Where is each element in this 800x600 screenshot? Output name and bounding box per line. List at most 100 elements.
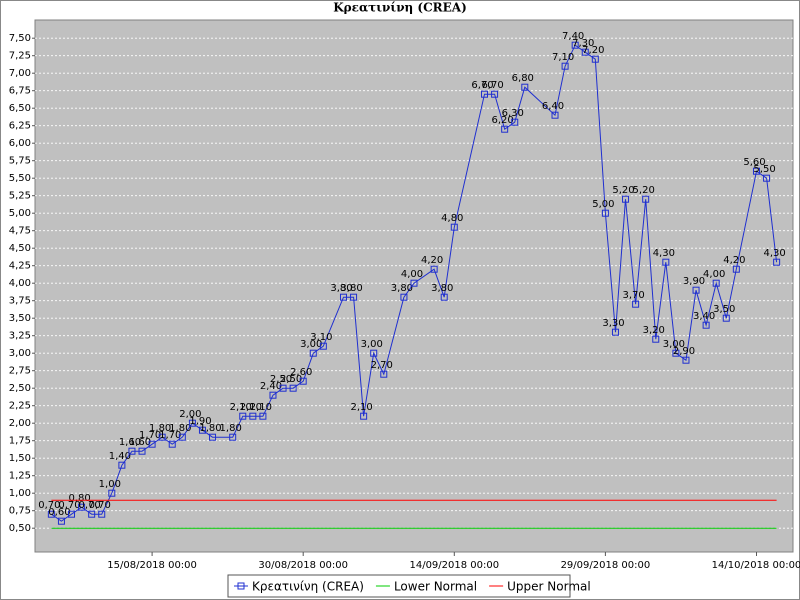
value-label: 1,60: [129, 437, 151, 448]
data-point: [450, 223, 458, 231]
value-label: 0,70: [79, 500, 101, 511]
value-label: 6,30: [502, 108, 524, 119]
y-tick-label: 4,25: [9, 261, 31, 272]
data-point: [128, 447, 136, 455]
value-label: 3,10: [310, 332, 332, 343]
data-point: [632, 300, 640, 308]
y-tick-label: 4,00: [9, 278, 31, 289]
data-point: [521, 83, 529, 91]
data-point: [491, 90, 499, 98]
data-point: [380, 370, 388, 378]
data-point: [732, 265, 740, 273]
value-label: 1,80: [169, 423, 191, 434]
y-tick-label: 1,00: [9, 488, 31, 499]
data-point: [309, 349, 317, 357]
data-point: [692, 286, 700, 294]
data-point: [78, 503, 86, 511]
value-label: 3,30: [602, 318, 624, 329]
value-label: 0,70: [89, 500, 111, 511]
y-tick-label: 1,75: [9, 436, 31, 447]
data-point: [158, 433, 166, 441]
value-label: 1,80: [199, 423, 221, 434]
value-label: 2,00: [179, 409, 201, 420]
y-tick-label: 6,25: [9, 121, 31, 132]
data-point: [440, 293, 448, 301]
value-label: 4,30: [653, 248, 675, 259]
value-label: 6,70: [471, 80, 493, 91]
value-label: 6,70: [481, 80, 503, 91]
value-label: 4,20: [723, 255, 745, 266]
value-label: 6,20: [492, 115, 514, 126]
value-label: 1,90: [189, 416, 211, 427]
data-point: [591, 55, 599, 63]
value-label: 5,20: [633, 185, 655, 196]
data-point: [702, 321, 710, 329]
value-label: 1,00: [99, 479, 121, 490]
value-label: 4,30: [763, 248, 785, 259]
value-label: 4,20: [421, 255, 443, 266]
x-tick-label: 29/09/2018 00:00: [561, 560, 651, 571]
data-point: [198, 426, 206, 434]
value-label: 1,70: [159, 430, 181, 441]
data-point: [279, 384, 287, 392]
data-point: [289, 384, 297, 392]
data-point: [611, 328, 619, 336]
y-tick-label: 0,50: [9, 523, 31, 534]
y-tick-label: 1,50: [9, 453, 31, 464]
value-label: 2,10: [351, 402, 373, 413]
value-label: 1,80: [149, 423, 171, 434]
data-point: [178, 433, 186, 441]
data-point: [511, 118, 519, 126]
data-point: [551, 111, 559, 119]
value-label: 2,90: [673, 346, 695, 357]
data-point: [501, 125, 509, 133]
data-point: [339, 293, 347, 301]
value-label: 2,50: [270, 374, 292, 385]
data-point: [88, 510, 96, 518]
x-tick-label: 15/08/2018 00:00: [107, 560, 197, 571]
value-label: 7,30: [572, 38, 594, 49]
data-point: [370, 349, 378, 357]
y-tick-label: 3,25: [9, 331, 31, 342]
data-point: [642, 195, 650, 203]
value-label: 0,60: [48, 507, 70, 518]
data-point: [571, 41, 579, 49]
y-tick-label: 7,00: [9, 68, 31, 79]
value-label: 3,80: [340, 283, 362, 294]
y-tick-label: 2,25: [9, 401, 31, 412]
value-label: 5,20: [612, 185, 634, 196]
value-label: 1,40: [109, 451, 131, 462]
value-label: 2,40: [260, 381, 282, 392]
data-point: [148, 440, 156, 448]
y-tick-label: 3,50: [9, 313, 31, 324]
value-label: 4,80: [441, 213, 463, 224]
y-tick-label: 2,50: [9, 383, 31, 394]
data-point: [47, 510, 55, 518]
value-label: 4,00: [401, 269, 423, 280]
data-point: [682, 356, 690, 364]
legend-label: Lower Normal: [394, 580, 477, 594]
data-point: [622, 195, 630, 203]
value-label: 3,50: [713, 304, 735, 315]
data-point: [259, 412, 267, 420]
y-tick-label: 5,00: [9, 208, 31, 219]
value-label: 3,00: [361, 339, 383, 350]
data-point: [561, 62, 569, 70]
value-label: 7,40: [562, 31, 584, 42]
x-tick-label: 30/08/2018 00:00: [258, 560, 348, 571]
data-point: [108, 489, 116, 497]
data-point: [138, 447, 146, 455]
value-label: 3,20: [643, 325, 665, 336]
data-point: [672, 349, 680, 357]
data-point: [319, 342, 327, 350]
data-point: [57, 517, 65, 525]
data-point: [481, 90, 489, 98]
y-tick-label: 4,75: [9, 226, 31, 237]
value-label: 6,80: [512, 73, 534, 84]
value-label: 2,10: [230, 402, 252, 413]
value-label: 5,00: [592, 199, 614, 210]
data-point: [68, 510, 76, 518]
y-tick-label: 0,75: [9, 506, 31, 517]
value-label: 3,70: [622, 290, 644, 301]
data-point: [229, 433, 237, 441]
